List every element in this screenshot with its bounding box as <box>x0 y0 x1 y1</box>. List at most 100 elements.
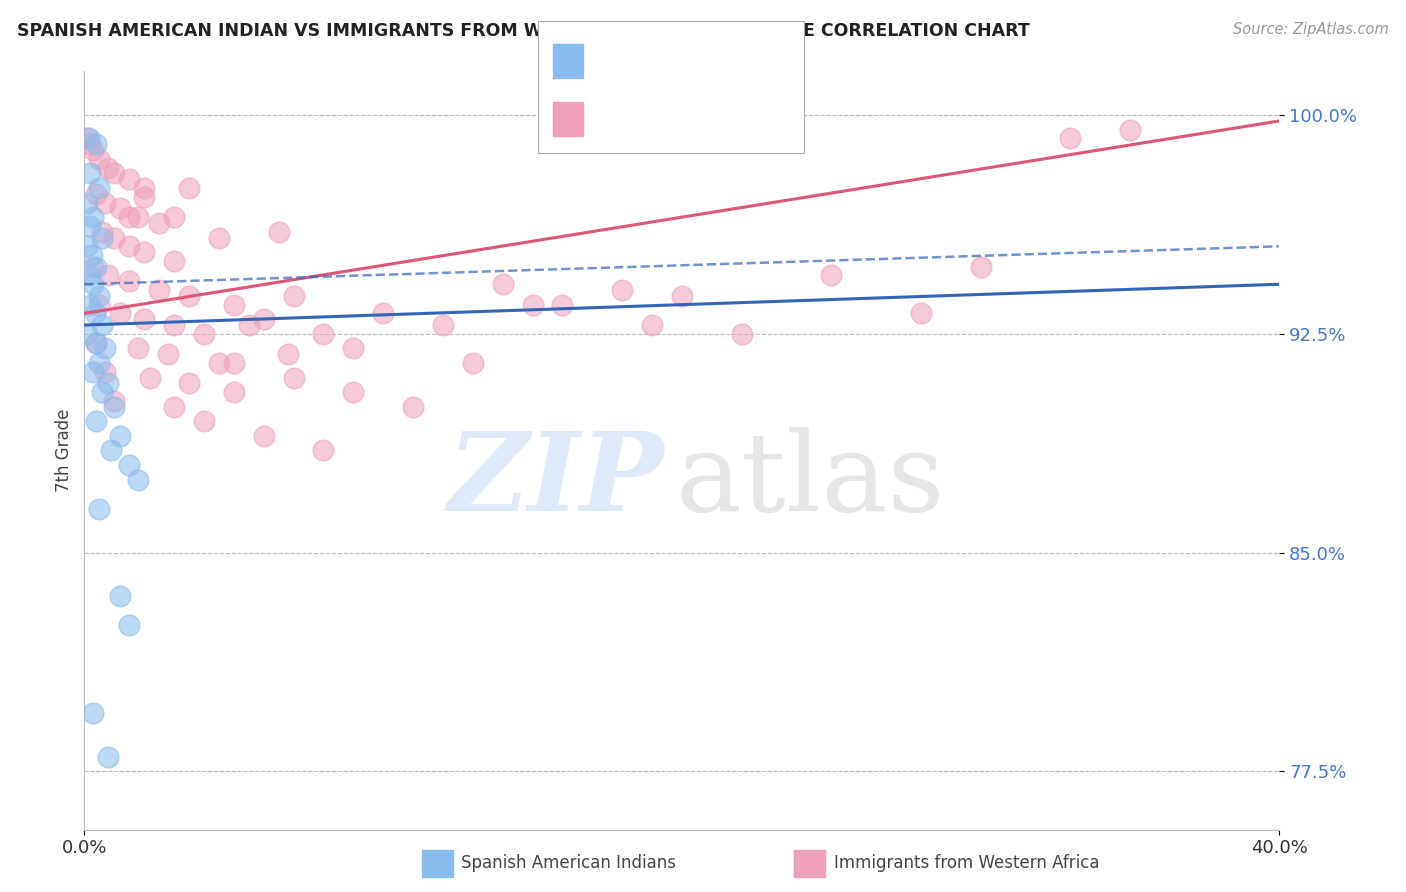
Point <box>970 260 993 274</box>
Y-axis label: 7th Grade: 7th Grade <box>55 409 73 492</box>
Text: Source: ZipAtlas.com: Source: ZipAtlas.com <box>1233 22 1389 37</box>
Point <box>148 216 170 230</box>
Point <box>97 376 120 391</box>
Point <box>89 289 111 303</box>
Point <box>402 400 425 414</box>
Point <box>910 306 932 320</box>
Point <box>79 298 101 312</box>
Point <box>103 393 125 408</box>
Text: R = 0.037: R = 0.037 <box>592 54 697 73</box>
Point <box>222 298 245 312</box>
Point <box>118 274 141 288</box>
Point <box>612 283 634 297</box>
Point <box>208 356 231 370</box>
Point <box>94 342 117 356</box>
Point <box>79 166 101 180</box>
Point <box>110 429 132 443</box>
Text: SPANISH AMERICAN INDIAN VS IMMIGRANTS FROM WESTERN AFRICA 7TH GRADE CORRELATION : SPANISH AMERICAN INDIAN VS IMMIGRANTS FR… <box>17 22 1029 40</box>
Point <box>163 253 186 268</box>
Text: ZIP: ZIP <box>447 427 664 534</box>
Point <box>127 342 149 356</box>
Text: atlas: atlas <box>676 427 946 534</box>
Point <box>283 370 305 384</box>
Point <box>157 347 180 361</box>
Point <box>267 225 290 239</box>
Point <box>89 181 111 195</box>
Point <box>100 443 122 458</box>
Point <box>163 210 186 224</box>
Text: Spanish American Indians: Spanish American Indians <box>461 855 676 872</box>
Point <box>89 298 111 312</box>
Point <box>91 318 114 332</box>
Point <box>118 618 141 632</box>
Point <box>110 202 132 216</box>
Point <box>163 400 186 414</box>
Point <box>127 473 149 487</box>
Text: N = 35: N = 35 <box>703 54 776 73</box>
Point <box>86 260 108 274</box>
Point <box>139 370 162 384</box>
Point <box>238 318 260 332</box>
Point <box>77 131 100 145</box>
Point <box>103 400 125 414</box>
Point <box>94 195 117 210</box>
Point <box>103 230 125 244</box>
Point <box>97 161 120 175</box>
Point <box>110 306 132 320</box>
Text: Immigrants from Western Africa: Immigrants from Western Africa <box>834 855 1099 872</box>
Point <box>492 277 515 292</box>
Point <box>91 385 114 400</box>
Point <box>177 181 200 195</box>
Point <box>80 248 103 262</box>
Point <box>76 195 98 210</box>
Point <box>820 268 842 283</box>
Point <box>110 589 132 603</box>
Point <box>432 318 454 332</box>
Point <box>82 706 104 720</box>
Point <box>461 356 484 370</box>
Point <box>132 190 156 204</box>
Point <box>86 414 108 428</box>
Point <box>76 239 98 253</box>
Point <box>193 414 215 428</box>
Point <box>118 210 141 224</box>
Point <box>342 385 364 400</box>
Point <box>551 298 574 312</box>
Point <box>177 376 200 391</box>
Point <box>163 318 186 332</box>
Point <box>522 298 544 312</box>
Point <box>76 131 98 145</box>
Point <box>208 230 231 244</box>
Point <box>83 306 105 320</box>
Point <box>193 326 215 341</box>
Point <box>118 458 141 472</box>
Point <box>86 335 108 350</box>
Point <box>118 239 141 253</box>
Point <box>77 268 100 283</box>
Point <box>76 326 98 341</box>
Point <box>641 318 664 332</box>
Point <box>97 268 120 283</box>
Point <box>312 326 335 341</box>
Point <box>222 356 245 370</box>
Text: R = 0.267: R = 0.267 <box>592 106 699 125</box>
Point <box>82 210 104 224</box>
Point <box>127 210 149 224</box>
Point <box>82 277 104 292</box>
Point <box>253 312 276 326</box>
Point <box>86 137 108 152</box>
Point <box>253 429 276 443</box>
Point <box>94 365 117 379</box>
Point <box>671 289 693 303</box>
Point <box>89 501 111 516</box>
Point <box>103 166 125 180</box>
Point <box>177 289 200 303</box>
Point <box>89 152 111 166</box>
Point <box>731 326 754 341</box>
Point <box>79 219 101 233</box>
Point <box>277 347 299 361</box>
Point <box>82 260 104 274</box>
Point <box>91 230 114 244</box>
Point <box>82 365 104 379</box>
Point <box>97 749 120 764</box>
